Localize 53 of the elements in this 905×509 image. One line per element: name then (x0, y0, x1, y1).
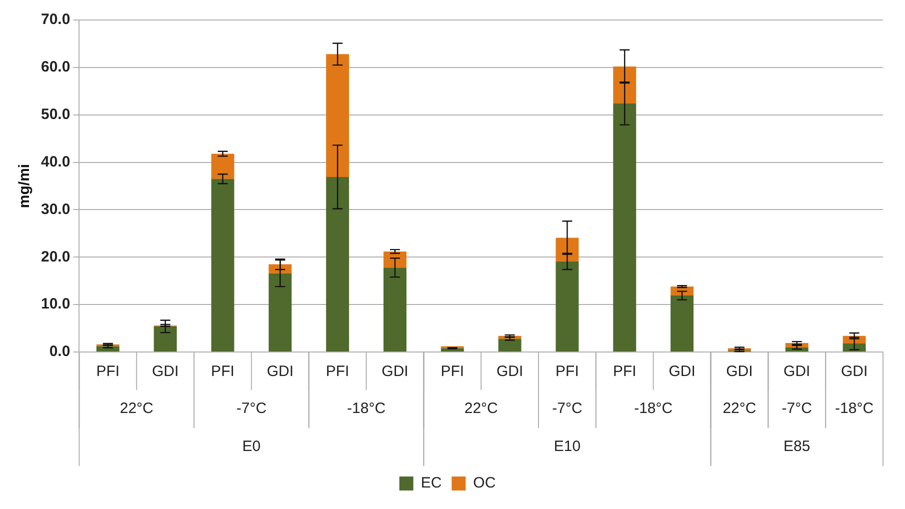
text: 22°C (120, 400, 154, 418)
bar (613, 66, 636, 104)
bar (556, 238, 579, 262)
bar (842, 343, 866, 352)
legend-label: EC (420, 474, 442, 492)
bar (556, 261, 579, 352)
x-tick-label: GDI (726, 363, 753, 380)
x-tick-label: PFI (612, 363, 636, 380)
text: 22°C (722, 400, 756, 418)
bar (670, 296, 694, 352)
x-tick-label: PFI (96, 363, 120, 380)
legend-label: OC (473, 474, 496, 492)
bar (383, 268, 406, 352)
text: -7°C (782, 400, 812, 418)
y-tick-label: 50.0 (40, 106, 70, 123)
y-tick-label: 60.0 (40, 58, 70, 76)
x-tick-label: PFI (440, 363, 464, 380)
x-tick-label: GDI (152, 363, 179, 380)
x-tick-label: PFI (556, 363, 579, 380)
x-tick-label: GDI (382, 363, 408, 380)
text: -18°C (347, 400, 386, 418)
text: -7°C (552, 400, 582, 418)
text: E10 (554, 438, 581, 456)
bar (268, 273, 292, 352)
text: -7°C (236, 400, 267, 418)
bar (211, 178, 234, 352)
x-tick-label: PFI (211, 363, 234, 380)
bar (326, 54, 350, 177)
text: -18°C (634, 400, 673, 418)
bar (498, 338, 522, 352)
bar (383, 251, 406, 268)
x-tick-label: GDI (266, 363, 294, 380)
y-tick-label: 0.0 (49, 343, 70, 360)
x-tick-label: PFI (326, 363, 350, 380)
x-tick-label: GDI (840, 363, 868, 380)
bar (326, 176, 350, 352)
bar (211, 154, 234, 179)
text: E85 (784, 438, 810, 456)
text: 22°C (464, 400, 498, 418)
y-tick-label: 40.0 (40, 153, 70, 170)
x-tick-label: GDI (496, 363, 524, 380)
y-tick-label: 10.0 (40, 296, 70, 313)
y-tick-label: 70.0 (40, 11, 70, 28)
y-tick-label: 20.0 (40, 248, 70, 266)
bar (613, 103, 636, 352)
y-tick-label: 30.0 (40, 200, 70, 218)
x-tick-label: GDI (668, 363, 696, 380)
text: -18°C (835, 400, 874, 418)
bar (154, 326, 177, 352)
x-tick-label: GDI (784, 363, 810, 380)
text: E0 (242, 438, 261, 456)
y-axis-title: mg/mi (16, 164, 34, 208)
bar (268, 264, 292, 274)
